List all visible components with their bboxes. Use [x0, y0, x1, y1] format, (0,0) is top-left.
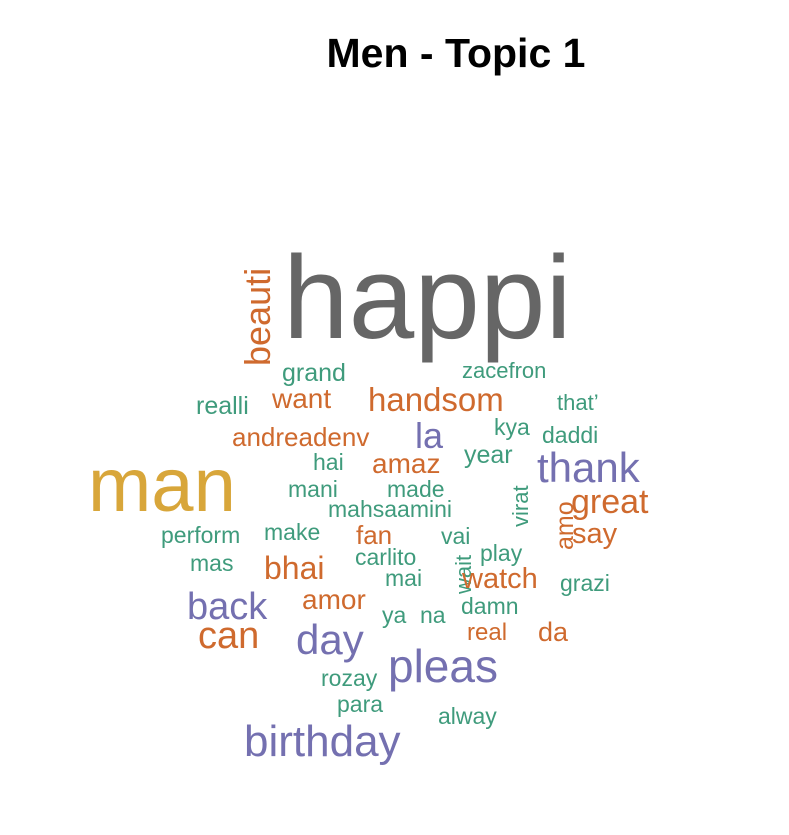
- cloud-word: bhai: [264, 549, 325, 586]
- cloud-word: handsom: [368, 380, 504, 418]
- cloud-word: na: [420, 602, 446, 629]
- cloud-word: hai: [313, 449, 344, 476]
- cloud-word: ya: [382, 602, 407, 629]
- cloud-word: damn: [461, 593, 519, 620]
- cloud-word: alway: [438, 703, 497, 730]
- cloud-word: kya: [494, 414, 530, 441]
- cloud-word: make: [264, 519, 321, 546]
- cloud-word: day: [296, 615, 364, 663]
- cloud-word: mai: [385, 565, 423, 592]
- chart-title: Men - Topic 1: [326, 30, 586, 76]
- cloud-word: grazi: [560, 570, 610, 597]
- cloud-word: back: [187, 585, 268, 628]
- cloud-word: amor: [302, 584, 366, 616]
- cloud-word: daddi: [542, 422, 599, 449]
- cloud-word: perform: [161, 522, 241, 549]
- cloud-word: virat: [508, 485, 533, 527]
- cloud-word: man: [88, 442, 236, 528]
- cloud-word: made: [387, 476, 445, 503]
- cloud-word: beauti: [237, 267, 278, 366]
- cloud-word: play: [480, 540, 523, 567]
- cloud-word: zacefron: [462, 357, 547, 383]
- cloud-word: vai: [441, 523, 471, 550]
- cloud-word: year: [464, 440, 513, 469]
- cloud-word: mas: [190, 550, 234, 577]
- cloud-word: mani: [288, 476, 338, 503]
- cloud-word: fan: [356, 519, 393, 550]
- cloud-word: birthday: [244, 716, 401, 766]
- cloud-word: thank: [537, 443, 640, 491]
- cloud-word: mahsaamini: [328, 496, 452, 523]
- cloud-word: pleas: [388, 640, 498, 693]
- cloud-word: great: [571, 483, 649, 522]
- cloud-word: say: [572, 518, 618, 551]
- cloud-word: para: [337, 691, 384, 718]
- cloud-word: can: [198, 614, 260, 657]
- cloud-word: da: [538, 616, 569, 647]
- cloud-word: watch: [462, 563, 538, 596]
- cloud-word: la: [415, 415, 444, 457]
- cloud-word: carlito: [355, 544, 417, 571]
- cloud-word: grand: [282, 358, 346, 387]
- cloud-word: andreadenv: [232, 421, 370, 452]
- cloud-word: want: [272, 383, 332, 415]
- cloud-word: real: [467, 619, 508, 647]
- cloud-word: that’: [557, 389, 599, 415]
- cloud-word: realli: [196, 391, 249, 420]
- cloud-word: rozay: [321, 665, 378, 692]
- cloud-word: amaz: [372, 448, 441, 480]
- cloud-word: happi: [283, 232, 572, 365]
